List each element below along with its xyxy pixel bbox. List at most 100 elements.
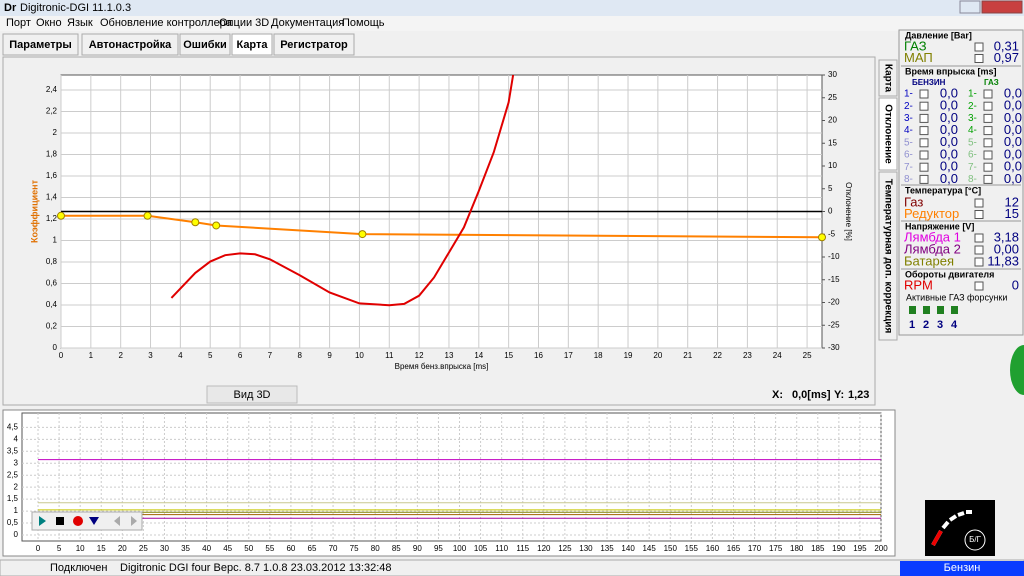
tab[interactable] [2, 33, 79, 56]
marker-button[interactable] [89, 517, 99, 525]
x-tick-label: 2 [118, 351, 123, 360]
point-marker[interactable] [212, 221, 221, 230]
window-title: Digitronic-DGI 11.1.0.3 [20, 2, 131, 14]
reading-label: Лямбда 1 [904, 229, 961, 244]
side-tab-label: Отклонение [882, 104, 893, 164]
checkbox[interactable] [974, 281, 984, 291]
back-button[interactable] [114, 516, 120, 526]
checkbox[interactable] [983, 126, 993, 136]
injector-label: 3- [904, 113, 913, 124]
x-tick-label: 22 [713, 351, 722, 360]
tab[interactable] [231, 33, 273, 56]
y-tick-label: 2,2 [46, 107, 58, 116]
x-tick-label: 24 [773, 351, 782, 360]
checkbox[interactable] [974, 245, 984, 255]
stop-button[interactable] [56, 517, 64, 525]
checkbox[interactable] [919, 162, 929, 172]
tab[interactable] [273, 33, 355, 56]
injection-time: 0,0 [940, 85, 958, 100]
x-tick-label: 21 [683, 351, 692, 360]
y-tick-label: 4,5 [7, 422, 19, 431]
checkbox[interactable] [974, 42, 984, 52]
checkbox[interactable] [919, 174, 929, 184]
series-line [170, 75, 515, 307]
x-tick-label: 23 [743, 351, 752, 360]
view-3d-button[interactable] [206, 385, 298, 404]
x-tick-label: 9 [327, 351, 332, 360]
x-tick-label: 25 [139, 544, 148, 553]
y2-tick-label: -10 [828, 252, 840, 261]
checkbox[interactable] [919, 126, 929, 136]
injector-label: 7- [968, 162, 977, 173]
checkbox[interactable] [919, 89, 929, 99]
cursor-y-label: Y: [834, 389, 844, 401]
injector-label: 2- [904, 101, 913, 112]
point-marker[interactable] [818, 233, 826, 242]
firmware-info: Digitronic DGI four Верс. 8.7 1.0.8 23.0… [120, 562, 392, 574]
checkbox[interactable] [983, 101, 993, 111]
close-button[interactable] [981, 0, 1023, 14]
menu-item[interactable]: Порт [6, 17, 31, 29]
checkbox[interactable] [919, 101, 929, 111]
checkbox[interactable] [919, 138, 929, 148]
menu-item[interactable]: Документация [271, 17, 344, 29]
x-tick-label: 85 [392, 544, 401, 553]
x-tick-label: 190 [832, 544, 846, 553]
reading-label: Редуктор [904, 206, 959, 221]
point-marker[interactable] [57, 211, 65, 220]
checkbox[interactable] [919, 113, 929, 123]
checkbox[interactable] [974, 210, 984, 219]
controls-bg [31, 511, 143, 531]
checkbox[interactable] [983, 174, 993, 184]
point-marker[interactable] [358, 230, 367, 239]
reading-value: 15 [1005, 206, 1019, 221]
y-tick-label: 0,8 [46, 257, 58, 266]
fuel-switch-logo[interactable] [925, 500, 995, 556]
checkbox[interactable] [919, 150, 929, 160]
checkbox[interactable] [983, 138, 993, 148]
reading-value: 11,83 [987, 253, 1019, 268]
menu-item[interactable]: Окно [36, 17, 62, 29]
tab[interactable] [179, 33, 231, 56]
reading-label: RPM [904, 277, 933, 292]
checkbox[interactable] [983, 150, 993, 160]
checkbox[interactable] [974, 257, 984, 267]
injector-icon [951, 306, 958, 314]
y-tick-label: 0,2 [46, 322, 58, 331]
x-tick-label: 90 [413, 544, 422, 553]
checkbox[interactable] [983, 162, 993, 172]
title-bar [0, 0, 1024, 16]
y2-tick-label: -30 [828, 343, 840, 352]
tab[interactable] [81, 33, 179, 56]
side-tab[interactable] [878, 59, 898, 97]
y2-tick-label: -5 [828, 229, 836, 238]
play-button[interactable] [39, 516, 46, 526]
checkbox[interactable] [983, 113, 993, 123]
y-tick-label: 1 [14, 506, 19, 515]
menu-item[interactable]: Язык [67, 17, 93, 29]
x-tick-label: 120 [537, 544, 551, 553]
side-tab[interactable] [878, 97, 898, 171]
x-tick-label: 3 [148, 351, 153, 360]
y-tick-label: 0,6 [46, 279, 58, 288]
menu-item[interactable]: Обновление контроллера [100, 17, 233, 29]
record-button[interactable] [73, 516, 83, 526]
menu-item[interactable]: Опции 3D [219, 17, 269, 29]
tab-label: Параметры [9, 39, 71, 51]
point-marker[interactable] [143, 211, 152, 220]
tab-label: Ошибки [183, 39, 227, 51]
x-tick-label: 110 [495, 544, 508, 553]
minimize-button[interactable] [959, 0, 981, 14]
fuel-state: Бензин [944, 562, 981, 574]
checkbox[interactable] [983, 89, 993, 99]
point-marker[interactable] [191, 218, 200, 227]
y-tick-label: 1,8 [46, 150, 58, 159]
checkbox[interactable] [974, 198, 984, 208]
menu-item[interactable]: Помощь [342, 17, 385, 29]
x-tick-label: 180 [790, 544, 804, 553]
checkbox[interactable] [974, 54, 984, 63]
forward-button[interactable] [131, 516, 137, 526]
side-tab[interactable] [878, 171, 898, 341]
checkbox[interactable] [974, 233, 984, 243]
view-3d-label: Вид 3D [233, 389, 270, 401]
